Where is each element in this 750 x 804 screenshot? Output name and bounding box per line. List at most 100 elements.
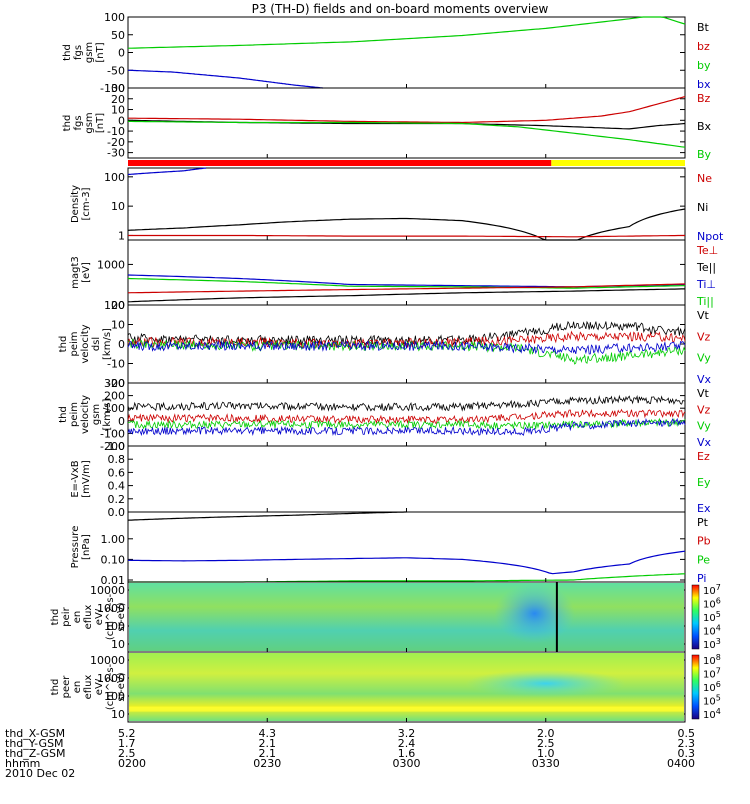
y-axis-label-line: thd (58, 336, 69, 353)
y-axis-label-line: gsm (84, 42, 95, 63)
y-tick-label: -30 (107, 147, 125, 160)
series-line-Vt (127, 394, 686, 412)
y-tick-label: 0 (118, 47, 125, 60)
series-line-by (128, 16, 686, 49)
legend-entry: Vx (697, 436, 712, 449)
y-tick-label: -200 (100, 440, 125, 453)
y-tick-label: -10 (107, 358, 125, 371)
y-axis-label-line: [nT] (95, 42, 106, 62)
ephemeris-value: 0200 (118, 757, 146, 770)
y-axis-label-line: en (72, 611, 83, 624)
panel-frame (127, 445, 686, 513)
y-tick-label: 100 (104, 690, 125, 703)
y-axis-label-line: [eV] (81, 262, 92, 283)
y-tick-label: 0 (118, 114, 125, 127)
y-tick-label: 1.00 (101, 533, 126, 546)
y-tick-label: 30 (111, 82, 125, 95)
series-line-Ni (127, 208, 686, 241)
colorbar-tick-label: 105 (703, 610, 721, 624)
panel-4: 1000 100 magt3 [eV] Te⊥ Te|| Ti⊥ Ti|| (70, 239, 718, 312)
legend-entry: Pe (697, 553, 710, 566)
legend-entry: by (697, 59, 711, 72)
colorbar (691, 584, 700, 650)
series-line-Te|| (127, 288, 685, 303)
y-axis-label-line: thd (50, 679, 61, 696)
ephemeris-value: 0230 (253, 757, 281, 770)
spectrogram-low-flux-region (465, 669, 626, 698)
y-tick-label: 200 (104, 390, 125, 403)
y-axis-label-line: velocity (80, 324, 91, 363)
y-tick-label: -20 (107, 136, 125, 149)
y-tick-label: 1 (118, 229, 125, 242)
y-tick-label: 10 (111, 200, 125, 213)
series-line-Bz (128, 96, 686, 124)
legend-entry: Pt (697, 516, 709, 529)
legend-entry: Ex (697, 502, 711, 515)
ephemeris-value: 2.5 (537, 737, 555, 750)
y-axis-label-line: thd (62, 44, 73, 61)
colorbar-tick-label: 104 (703, 624, 721, 638)
y-axis-label-line: gsm (84, 112, 95, 133)
y-axis-label-line: peer (61, 675, 72, 699)
y-axis-label-line: peim (69, 402, 80, 427)
ephemeris-value: 1.7 (118, 737, 136, 750)
y-tick-label: -10 (107, 125, 125, 138)
plot-title: P3 (TH-D) fields and on-board moments ov… (252, 2, 549, 16)
series-line-Vz (127, 408, 686, 425)
legend-entry: Vx (697, 373, 712, 386)
panel-7: 1.00.80.60.40.20.0 E=-VxB [mV/m] Ez Ey Ex (70, 440, 711, 519)
y-axis-label-line: gsm (91, 404, 102, 425)
y-tick-label: 20 (111, 93, 125, 106)
plot-date: 2010 Dec 02 (5, 767, 75, 780)
y-tick-label: 0.10 (101, 553, 126, 566)
ephemeris-value: 3.2 (398, 727, 416, 740)
ephemeris-row-label: thd_Z-GSM (5, 747, 65, 760)
y-tick-label: 10 (111, 104, 125, 117)
y-axis-label-line: velocity (80, 395, 91, 434)
y-tick-label: 0.0 (108, 506, 126, 519)
spectrogram-band (129, 706, 684, 712)
legend-entry: Te|| (696, 261, 716, 274)
y-axis-label-line: Pressure (70, 526, 81, 569)
y-tick-label: 10 (111, 319, 125, 332)
y-tick-label: 0 (118, 415, 125, 428)
panel-0: 100 50 0 -50 -100 thd fgs gsm [nT] Bt bz by bx (62, 11, 711, 95)
legend-entry: Bx (697, 120, 712, 133)
y-axis-label-line: eV/ (94, 608, 105, 625)
y-axis-label-line: peim (69, 331, 80, 356)
y-axis-label-line: fgs (73, 115, 84, 130)
legend-entry: Te⊥ (696, 244, 718, 257)
legend-entry: Pi (697, 572, 706, 585)
legend-entry: bx (697, 78, 711, 91)
y-tick-label: 50 (111, 29, 125, 42)
ephemeris-value: 0.3 (678, 747, 696, 760)
series-line-By (128, 120, 686, 148)
y-tick-label: -50 (107, 64, 125, 77)
legend-entry: Pb (697, 535, 711, 548)
series-line-Pt (127, 511, 407, 521)
panel-10: 10000 1000 100 10 thd peer en eflux eV/(cm^2-s-s… (50, 651, 721, 723)
panel-3: 100 10 1 Density [cm-3] Ne Ni Npot (70, 167, 724, 243)
panel-frame (127, 511, 686, 583)
y-axis-label-line: [nPa] (81, 534, 92, 560)
ephemeris-value: 0.5 (678, 727, 696, 740)
spectrogram-fill (129, 583, 684, 651)
colorbar-tick-label: 108 (703, 653, 721, 667)
y-axis-label-line: [nT] (95, 113, 106, 133)
y-tick-label: 1000 (97, 258, 125, 271)
colorbar (691, 654, 700, 720)
y-axis-label-line: Density (70, 185, 81, 223)
panel-8: 1.00 0.10 0.01 Pressure [nPa] Pt Pb Pe Pi (70, 511, 711, 587)
ephemeris-value: 2.0 (537, 727, 555, 740)
legend-entry: Vz (697, 403, 711, 416)
ephemeris-value: 1.0 (537, 747, 555, 760)
y-tick-label: 1.0 (108, 440, 126, 453)
y-tick-label: 0.8 (108, 453, 126, 466)
panel-frame (127, 239, 686, 306)
y-axis-label-line: (cm^2-s- (105, 593, 116, 640)
colorbar-tick-label: 107 (703, 583, 721, 597)
